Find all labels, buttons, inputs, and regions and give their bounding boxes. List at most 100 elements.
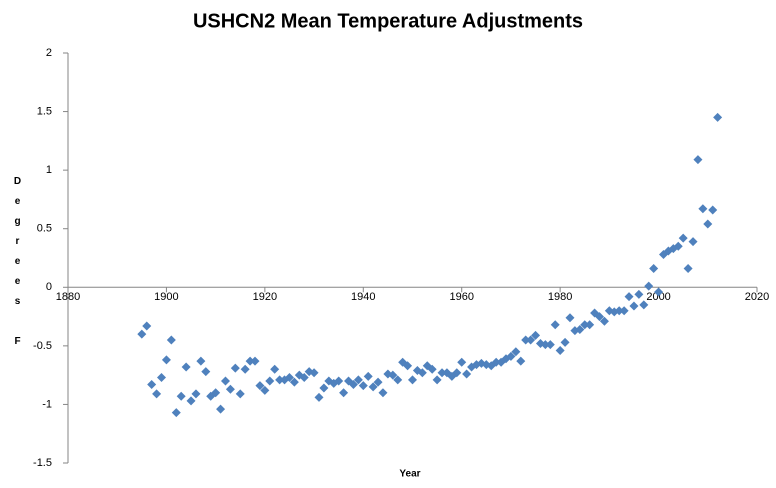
data-point — [137, 329, 147, 339]
x-tick-label: 1920 — [253, 291, 277, 303]
data-point — [540, 340, 550, 350]
data-point — [211, 388, 221, 398]
data-point — [595, 312, 605, 322]
data-point — [284, 372, 294, 382]
data-point — [250, 356, 260, 366]
y-tick-label: 1.5 — [37, 105, 52, 117]
data-point — [526, 335, 536, 345]
data-point — [230, 363, 240, 373]
chart-title: USHCN2 Mean Temperature Adjustments — [193, 10, 583, 32]
data-point — [531, 330, 541, 340]
data-point — [698, 204, 708, 214]
data-point — [393, 375, 403, 385]
data-point — [516, 356, 526, 366]
data-point — [673, 241, 683, 251]
x-tick-label: 2000 — [646, 291, 670, 303]
data-point — [619, 306, 629, 316]
data-point — [196, 356, 206, 366]
data-point — [225, 384, 235, 394]
x-tick-label: 1880 — [56, 291, 80, 303]
data-point — [688, 237, 698, 247]
x-tick-label: 1940 — [351, 291, 375, 303]
y-tick-label: 0 — [46, 281, 52, 293]
data-point — [693, 155, 703, 165]
data-point — [388, 370, 398, 380]
data-point — [353, 375, 363, 385]
data-point — [176, 391, 186, 401]
data-point — [599, 316, 609, 326]
data-point — [550, 320, 560, 330]
data-point — [186, 396, 196, 406]
data-point — [639, 300, 649, 310]
data-point — [334, 376, 344, 386]
data-point — [654, 287, 664, 297]
y-tick-label: -1.5 — [33, 457, 52, 469]
x-tick-label: 1980 — [548, 291, 572, 303]
data-point — [161, 355, 171, 365]
y-axis-label: Degrees F — [12, 176, 23, 356]
y-tick-label: -0.5 — [33, 340, 52, 352]
data-point — [255, 381, 265, 391]
data-point — [171, 408, 181, 418]
y-tick-label: 0.5 — [37, 223, 52, 235]
data-point — [319, 383, 329, 393]
data-point — [403, 361, 413, 371]
data-point — [713, 112, 723, 122]
y-tick-label: 2 — [46, 47, 52, 59]
x-tick-label: 2020 — [745, 291, 769, 303]
data-point — [506, 351, 516, 361]
data-point — [708, 205, 718, 215]
data-point — [181, 362, 191, 372]
data-point — [265, 376, 275, 386]
data-point — [649, 264, 659, 274]
data-point — [452, 368, 462, 378]
x-tick-label: 1960 — [449, 291, 473, 303]
data-point — [565, 313, 575, 323]
data-point — [491, 357, 501, 367]
data-point — [260, 385, 270, 395]
data-point — [152, 389, 162, 399]
data-point — [142, 321, 152, 331]
data-point — [358, 381, 368, 391]
data-point — [432, 375, 442, 385]
data-point — [521, 335, 531, 345]
data-point — [417, 368, 427, 378]
data-point — [614, 306, 624, 316]
data-point — [462, 369, 472, 379]
data-point — [245, 356, 255, 366]
data-point — [270, 364, 280, 374]
data-point — [314, 392, 324, 402]
data-point — [220, 376, 230, 386]
data-point — [373, 377, 383, 387]
data-point — [166, 335, 176, 345]
data-point — [555, 346, 565, 356]
data-point — [378, 388, 388, 398]
data-point — [299, 372, 309, 382]
data-point — [216, 404, 226, 414]
data-point — [580, 320, 590, 330]
data-point — [545, 340, 555, 350]
y-tick-label: 1 — [46, 164, 52, 176]
data-point — [624, 292, 634, 302]
data-point — [457, 357, 467, 367]
data-point — [147, 380, 157, 390]
data-point — [235, 389, 245, 399]
data-point — [629, 301, 639, 311]
data-point — [157, 372, 167, 382]
x-tick-label: 1900 — [154, 291, 178, 303]
data-point — [240, 364, 250, 374]
data-point — [644, 281, 654, 291]
data-point — [437, 368, 447, 378]
data-point — [703, 219, 713, 229]
data-point — [309, 368, 319, 378]
data-point — [348, 380, 358, 390]
data-point — [368, 382, 378, 392]
data-point — [427, 364, 437, 374]
y-tick-label: -1 — [42, 398, 52, 410]
data-point — [560, 337, 570, 347]
x-axis-label: Year — [399, 469, 420, 480]
data-point — [289, 377, 299, 387]
data-point — [511, 347, 521, 357]
